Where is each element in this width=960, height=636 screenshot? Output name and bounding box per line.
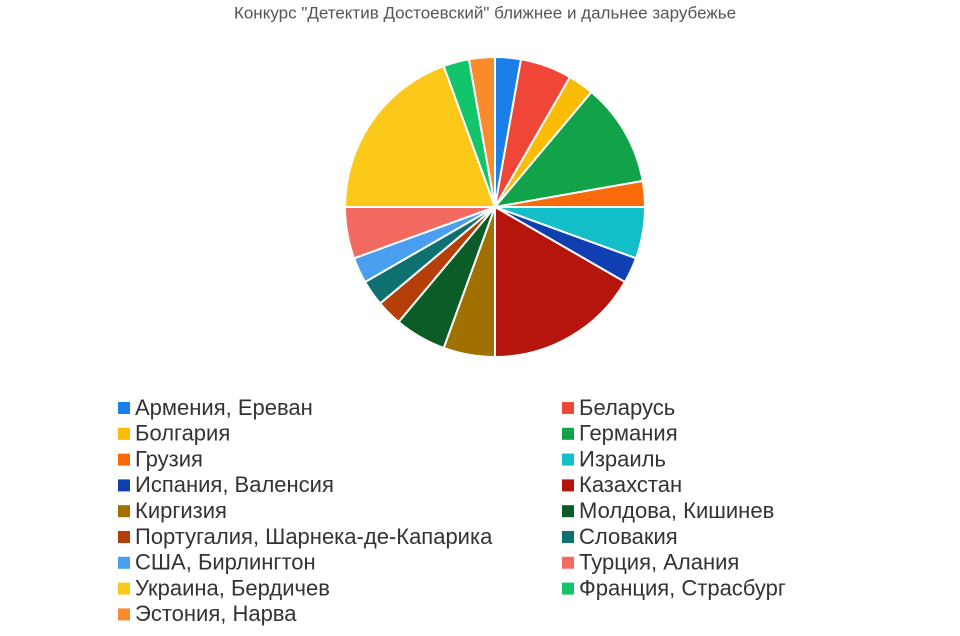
legend-label: Германия [579,421,678,446]
legend-swatch [562,402,574,414]
legend-label: Киргизия [135,498,227,523]
legend-label: Израиль [579,446,666,471]
legend-label: Грузия [135,446,203,471]
legend-swatch [118,531,130,543]
legend-swatch [118,427,130,440]
legend-swatch [118,582,130,595]
pie [343,55,647,359]
legend-label: Беларусь [579,395,675,420]
legend-label: Молдова, Кишинев [579,498,774,523]
legend-swatch [562,531,574,543]
legend-label: Турция, Алания [579,550,739,575]
pie-slice [494,205,627,359]
legend-label: Португалия, Шарнека-де-Капарика [135,524,493,549]
legend-label: Болгария [135,421,230,446]
legend-swatch [118,402,130,414]
pie-slice [492,90,644,209]
legend-swatch [562,479,574,492]
legend-swatch [562,453,574,466]
chart-title: Конкурс "Детектив Достоевский" ближнее и… [234,3,736,22]
pie-slice [467,55,496,208]
legend-label: Эстония, Нарва [135,601,297,626]
legend: Армения, Ереван Беларусь Болгария Германия Г… [118,395,786,626]
legend-swatch [118,505,130,518]
legend-swatch [562,505,574,518]
legend-label: Украина, Бердичев [135,575,330,600]
pie-slice [343,64,497,208]
legend-swatch [118,453,130,466]
legend-label: Армения, Ереван [135,395,313,420]
legend-swatch [118,556,130,569]
legend-label: США, Бирлингтон [135,550,316,575]
legend-label: Казахстан [579,472,682,497]
legend-label: Словакия [579,524,678,549]
legend-swatch [562,582,574,595]
legend-swatch [562,556,574,569]
legend-swatch [118,608,130,621]
legend-label: Испания, Валенсия [135,472,334,497]
legend-swatch [562,427,574,440]
legend-label: Франция, Страсбург [579,575,786,600]
legend-swatch [118,479,130,492]
